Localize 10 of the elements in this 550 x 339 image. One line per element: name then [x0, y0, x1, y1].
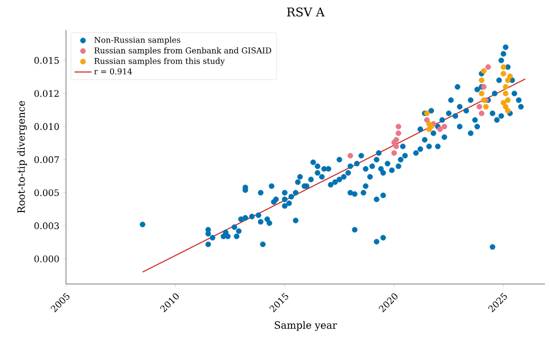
y-axis-title: Root-to-tip divergence	[17, 101, 27, 213]
y-tick-label: 0.005	[34, 189, 59, 196]
y-tick-label: 0.000	[34, 255, 59, 262]
y-tick-label: 0.003	[34, 222, 59, 230]
y-tick-label: 0.007	[34, 156, 59, 164]
y-tick-label: 0.012	[34, 90, 59, 97]
y-tick-label: 0.010	[34, 123, 59, 130]
chart-title: RSV A	[287, 7, 325, 17]
y-tick-label: 0.015	[34, 57, 59, 64]
x-axis-title: Sample year	[274, 321, 338, 331]
